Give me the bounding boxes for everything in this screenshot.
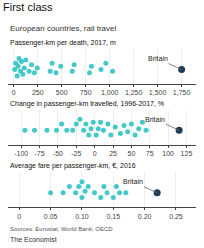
svg-text:100: 100 (162, 150, 174, 157)
svg-text:-50: -50 (53, 150, 63, 157)
svg-text:0: 0 (17, 213, 21, 220)
svg-text:0: 0 (12, 89, 16, 96)
svg-text:750: 750 (80, 89, 92, 96)
svg-text:0.10: 0.10 (75, 213, 89, 220)
svg-text:25: 25 (109, 150, 117, 157)
svg-text:125: 125 (181, 150, 193, 157)
svg-text:-75: -75 (35, 150, 45, 157)
svg-text:Change in passenger-km travell: Change in passenger-km travelled, 1996-2… (10, 100, 164, 108)
svg-text:1,500: 1,500 (149, 89, 167, 96)
svg-text:Passenger-km per death, 2017,: Passenger-km per death, 2017, m (10, 39, 116, 47)
svg-text:250: 250 (32, 89, 44, 96)
svg-text:Sources: Eurostat; World Bank;: Sources: Eurostat; World Bank; OECD (10, 226, 113, 232)
svg-text:0.25: 0.25 (169, 213, 183, 220)
svg-text:Average fare per passenger-km,: Average fare per passenger-km, €, 2016 (10, 162, 136, 170)
svg-text:0.20: 0.20 (138, 213, 152, 220)
svg-text:Britain: Britain (123, 178, 143, 185)
svg-text:0.15: 0.15 (106, 213, 120, 220)
svg-text:First class: First class (3, 1, 53, 13)
svg-text:50: 50 (127, 150, 135, 157)
svg-text:0.05: 0.05 (44, 213, 58, 220)
svg-text:1,750: 1,750 (173, 89, 191, 96)
svg-text:Britain: Britain (148, 55, 168, 62)
svg-text:0: 0 (93, 150, 97, 157)
svg-text:75: 75 (146, 150, 154, 157)
svg-text:500: 500 (56, 89, 68, 96)
svg-text:-100: -100 (14, 150, 28, 157)
svg-text:1,000: 1,000 (101, 89, 119, 96)
svg-text:-25: -25 (71, 150, 81, 157)
svg-text:The Economist: The Economist (10, 236, 57, 243)
svg-text:European countries, rail trave: European countries, rail travel (10, 24, 117, 33)
svg-text:1,250: 1,250 (125, 89, 143, 96)
svg-text:Britain: Britain (145, 116, 165, 123)
